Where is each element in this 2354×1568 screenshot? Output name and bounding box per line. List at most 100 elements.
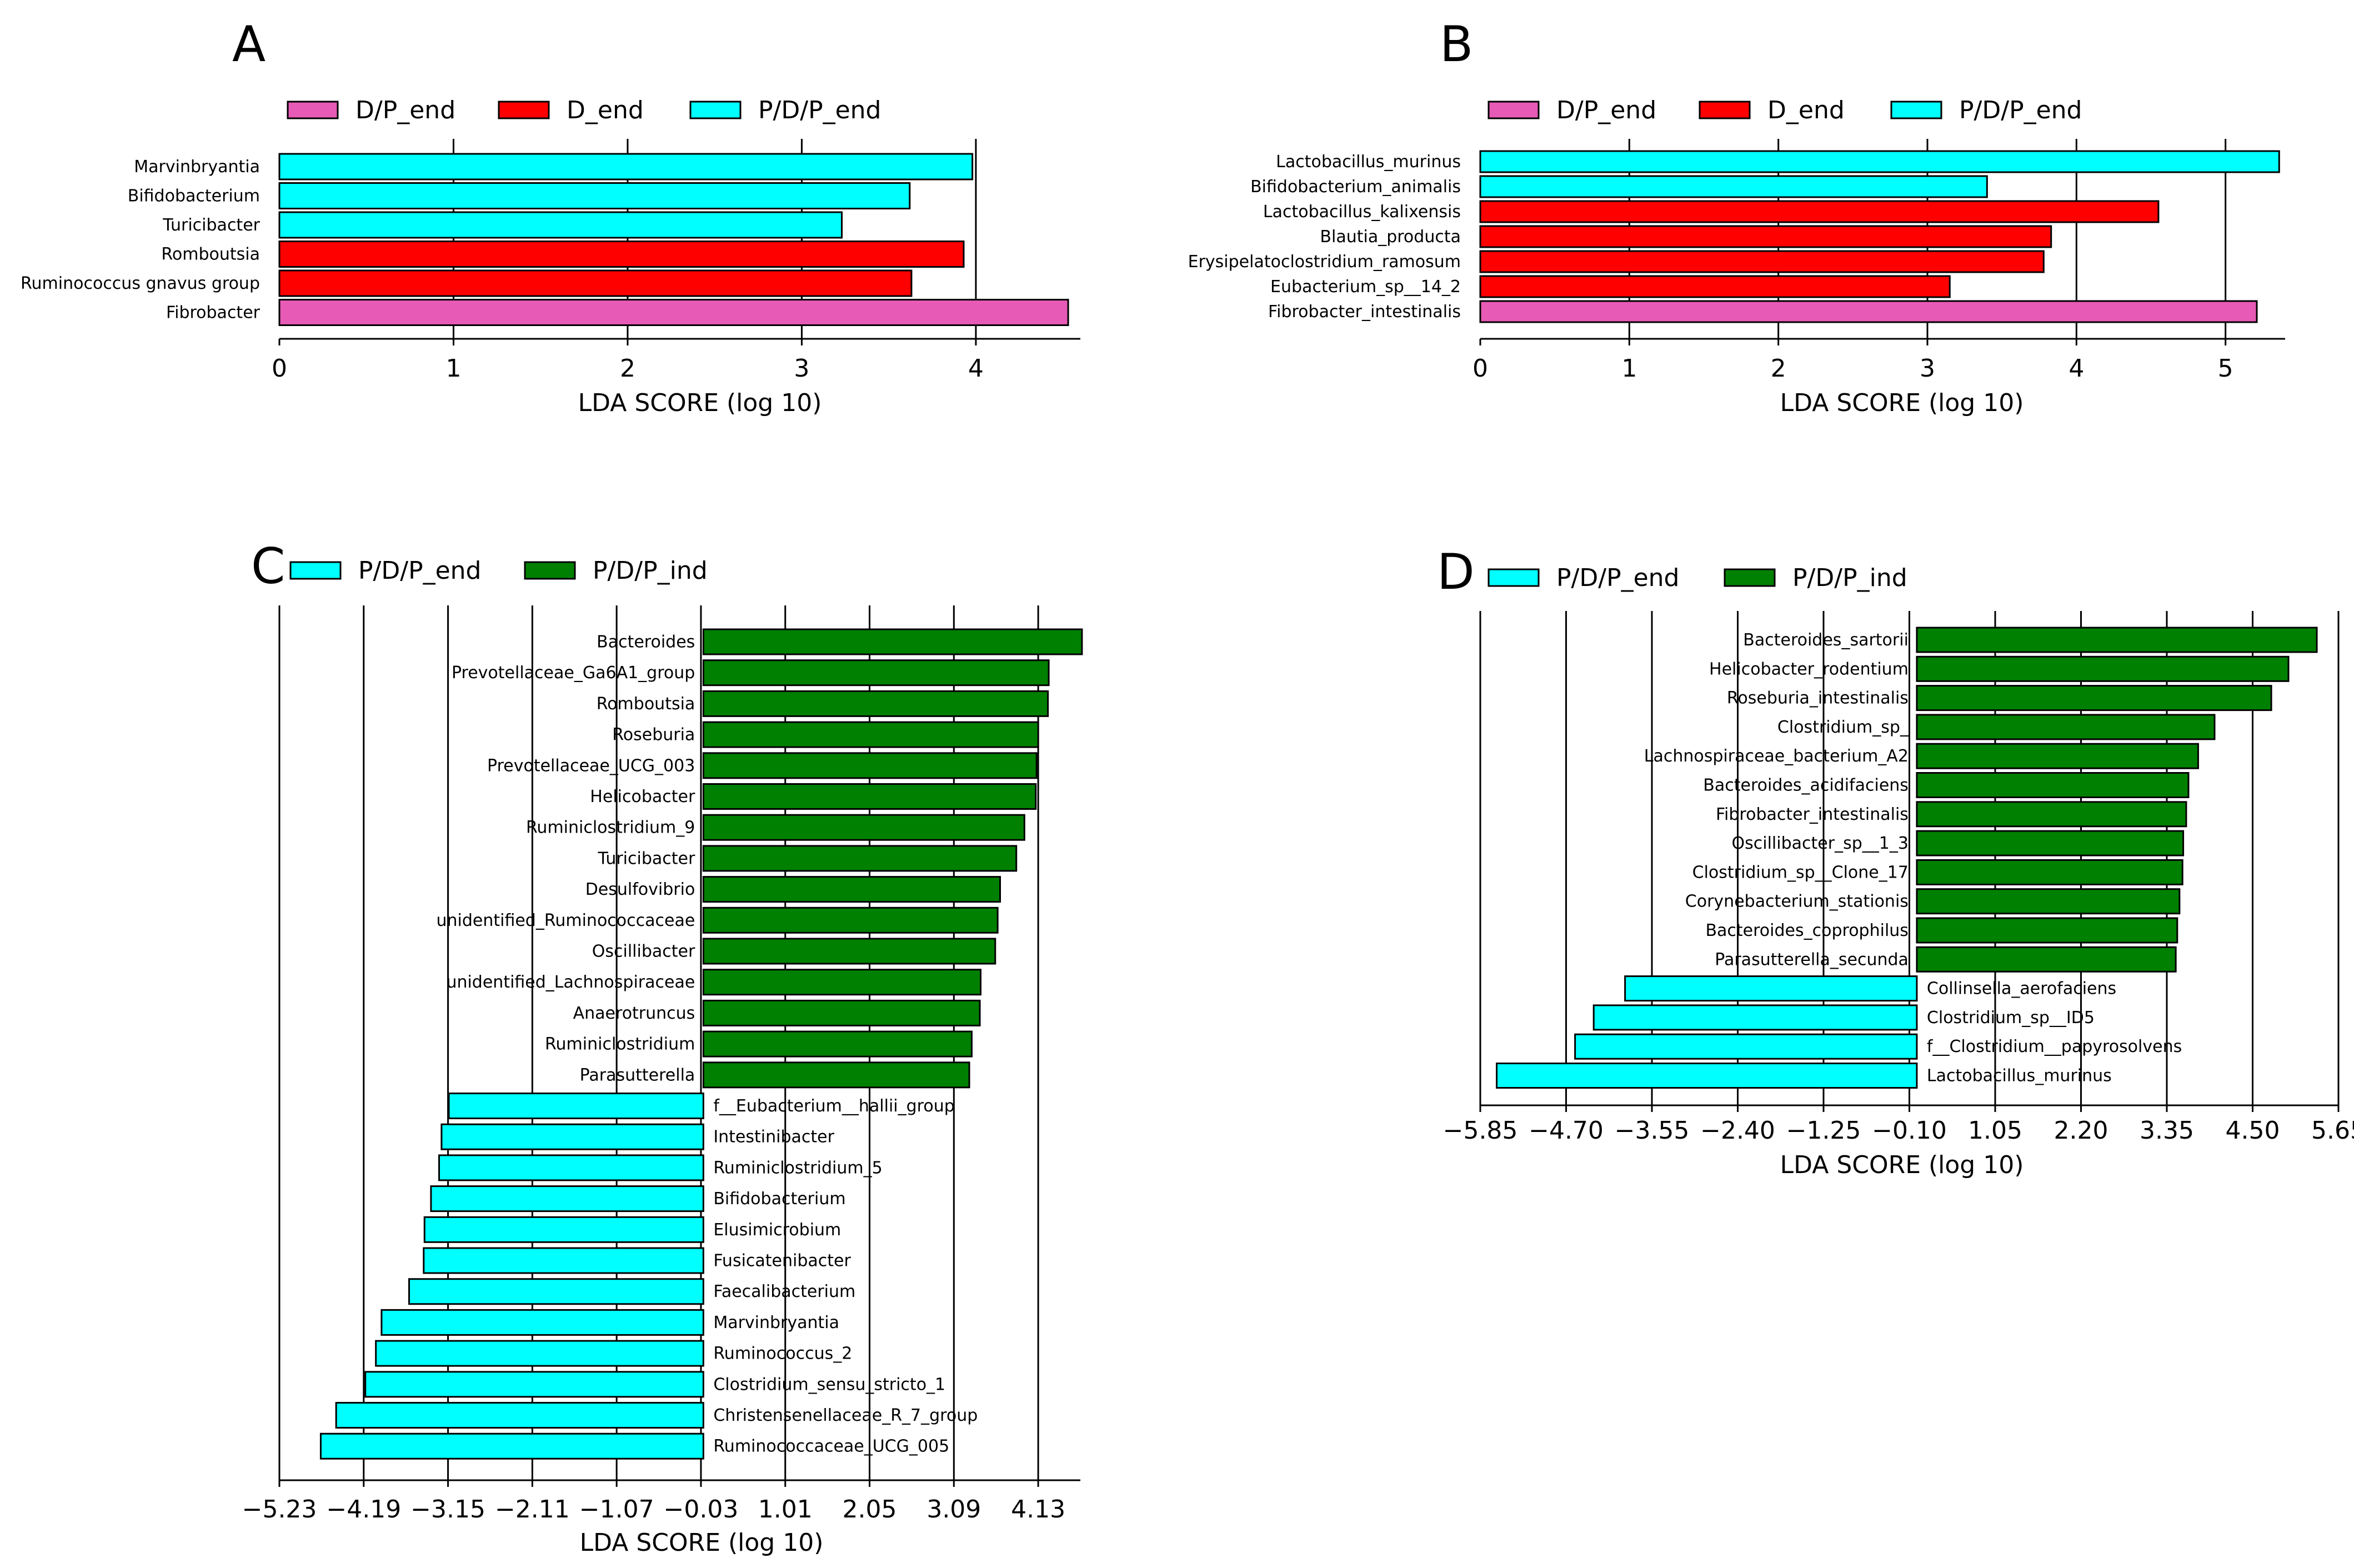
panel-letter: B: [1440, 16, 1473, 73]
x-tick-label: 5.65: [2311, 1116, 2354, 1145]
bar-label-ruminiclostridium-9: Ruminiclostridium_9: [526, 818, 695, 838]
x-tick-label: 3.09: [926, 1495, 981, 1524]
bar-elusimicrobium: [423, 1216, 704, 1243]
x-tick-label: −5.23: [242, 1495, 317, 1524]
x-tick-label: 1: [1621, 354, 1637, 383]
x-tick-label: −1.07: [579, 1495, 654, 1524]
legend: D/P_end D_end P/D/P_end: [287, 96, 881, 124]
x-axis-title: LDA SCORE (log 10): [1780, 1151, 2024, 1179]
x-tick-label: 0: [272, 354, 287, 383]
bar-turicibacter: [702, 845, 1018, 872]
bar-marvinbryantia: [278, 153, 974, 181]
x-tick-label: 4: [2068, 354, 2084, 383]
bar-label-romboutsia: Romboutsia: [161, 245, 260, 264]
bar-bifidobacterium: [278, 182, 911, 209]
x-tick-label: −0.10: [1872, 1116, 1947, 1145]
x-axis: 0 1 2 3 4 LDA SCORE (log 10): [272, 338, 1080, 417]
x-tick-label: 4: [968, 354, 984, 383]
legend-label-d-end: D_end: [1767, 96, 1845, 124]
bar-parasutterella-secunda: [1916, 946, 2177, 973]
bar-label-f-clostridium-papyrosolvens: f__Clostridium__papyrosolvens: [1927, 1037, 2182, 1056]
bar-anaerotruncus: [702, 999, 981, 1026]
bar-label-prevotellaceae-ga6a1-group: Prevotellaceae_Ga6A1_group: [452, 663, 695, 683]
bar-label-faecalibacterium: Faecalibacterium: [713, 1282, 855, 1301]
legend-label-p-d-p-end: P/D/P_end: [358, 557, 481, 585]
bar-bacteroides: [702, 628, 1083, 655]
bar-lactobacillus-kalixensis: [1479, 200, 2160, 223]
bar-clostridium-sp-id5: [1592, 1004, 1918, 1031]
bar-fibrobacter-intestinalis: [1916, 801, 2187, 828]
bar-label-fibrobacter: Fibrobacter: [166, 303, 261, 323]
legend-swatch-p-d-p-end: [689, 101, 742, 119]
bar-label-roseburia: Roseburia: [612, 725, 695, 745]
panel-a: A D/P_end D_end P/D/P_end Marvinbryantia Bifi…: [21, 16, 1080, 417]
bar-label-fibrobacter-intestinalis: Fibrobacter_intestinalis: [1268, 302, 1461, 322]
bar-label-ruminiclostridium: Ruminiclostridium: [545, 1035, 695, 1054]
legend-label-d-end: D_end: [567, 96, 644, 124]
bar-label-lactobacillus-murinus: Lactobacillus_murinus: [1276, 152, 1461, 172]
bar-clostridium-sp-clone-17: [1916, 859, 2183, 885]
bar-label-christensenellaceae-r-7-group: Christensenellaceae_R_7_group: [713, 1406, 978, 1425]
bar-label-desulfovibrio: Desulfovibrio: [585, 880, 695, 899]
x-tick-label: 1.05: [1968, 1116, 2022, 1145]
bar-bacteroides-acidifaciens: [1916, 772, 2190, 798]
bar-label-roseburia-intestinalis: Roseburia_intestinalis: [1727, 689, 1909, 708]
bar-ruminiclostridium-5: [438, 1154, 704, 1181]
x-tick-label: 3: [794, 354, 809, 383]
x-tick-label: 2.20: [2054, 1116, 2108, 1145]
x-tick-label: 2.05: [843, 1495, 897, 1524]
legend: D/P_end D_end P/D/P_end: [1487, 96, 2082, 124]
bar-label-ruminococcus-2: Ruminococcus_2: [713, 1344, 852, 1364]
bars: Bacteroides Prevotellaceae_Ga6A1_group Rom…: [319, 628, 1083, 1460]
bar-ruminiclostridium: [702, 1030, 973, 1058]
x-tick-label: −5.85: [1443, 1116, 1518, 1145]
bar-label-oscillibacter-sp-1-3: Oscillibacter_sp__1_3: [1732, 834, 1909, 853]
bar-label-lachnospiraceae-bacterium-a2: Lachnospiraceae_bacterium_A2: [1644, 747, 1909, 766]
bar-label-unidentified-lachnospiraceae: unidentified_Lachnospiraceae: [446, 973, 695, 992]
bar-label-marvinbryantia: Marvinbryantia: [713, 1313, 839, 1332]
bar-label-lactobacillus-murinus: Lactobacillus_murinus: [1927, 1066, 2112, 1086]
panel-letter: D: [1437, 543, 1475, 600]
x-tick-label: −2.11: [495, 1495, 570, 1524]
bar-label-ruminococcaceae-ucg-005: Ruminococcaceae_UCG_005: [713, 1437, 949, 1456]
legend-label-p-d-p-end: P/D/P_end: [1556, 564, 1679, 592]
x-tick-label: −4.19: [326, 1495, 401, 1524]
x-tick-label: 4.13: [1011, 1495, 1065, 1524]
bar-label-fibrobacter-intestinalis: Fibrobacter_intestinalis: [1716, 805, 1909, 824]
x-tick-label: 2: [620, 354, 635, 383]
legend-swatch-d-end: [498, 101, 550, 119]
bar-lactobacillus-murinus: [1479, 150, 2280, 173]
x-tick-label: −2.40: [1700, 1116, 1775, 1145]
bar-bifidobacterium: [430, 1185, 704, 1213]
x-tick-label: −0.03: [664, 1495, 739, 1524]
legend-swatch-p-d-p-ind: [524, 561, 576, 580]
legend-label-p-d-p-end: P/D/P_end: [758, 96, 881, 124]
legend-label-p-d-p-ind: P/D/P_ind: [593, 557, 708, 585]
bar-ruminococcaceae-ucg-005: [319, 1432, 704, 1460]
bar-desulfovibrio: [702, 876, 1001, 903]
x-axis-title: LDA SCORE (log 10): [580, 1529, 824, 1557]
x-tick-label: −3.15: [410, 1495, 485, 1524]
x-tick-label: 1.01: [758, 1495, 813, 1524]
legend: P/D/P_end P/D/P_ind: [1487, 564, 1907, 592]
bar-bacteroides-sartorii: [1916, 627, 2318, 653]
bar-label-f-eubacterium-hallii-group: f__Eubacterium__hallii_group: [713, 1096, 954, 1116]
bar-corynebacterium-stationis: [1916, 888, 2181, 915]
bar-label-helicobacter-rodentium: Helicobacter_rodentium: [1709, 659, 1909, 679]
legend-swatch-p-d-p-ind: [1724, 568, 1776, 587]
bar-label-bifidobacterium: Bifidobacterium: [128, 187, 260, 206]
bar-label-erysipelatoclostridium-ramosum: Erysipelatoclostridium_ramosum: [1188, 252, 1461, 272]
bars: Lactobacillus_murinus Bifidobacterium_ani…: [1188, 150, 2280, 323]
bar-label-bacteroides-sartorii: Bacteroides_sartorii: [1743, 630, 1909, 650]
legend-label-d-p-end: D/P_end: [355, 96, 455, 124]
legend-label-d-p-end: D/P_end: [1556, 96, 1656, 124]
bar-label-lactobacillus-kalixensis: Lactobacillus_kalixensis: [1263, 202, 1461, 222]
bar-label-turicibacter: Turicibacter: [598, 849, 695, 868]
bar-label-bacteroides-acidifaciens: Bacteroides_acidifaciens: [1703, 776, 1909, 795]
legend-swatch-p-d-p-end: [1890, 101, 1942, 119]
bar-parasutterella: [702, 1061, 970, 1089]
legend-label-p-d-p-ind: P/D/P_ind: [1792, 564, 1907, 592]
bar-label-parasutterella: Parasutterella: [580, 1065, 695, 1085]
panel-letter: A: [232, 16, 266, 73]
